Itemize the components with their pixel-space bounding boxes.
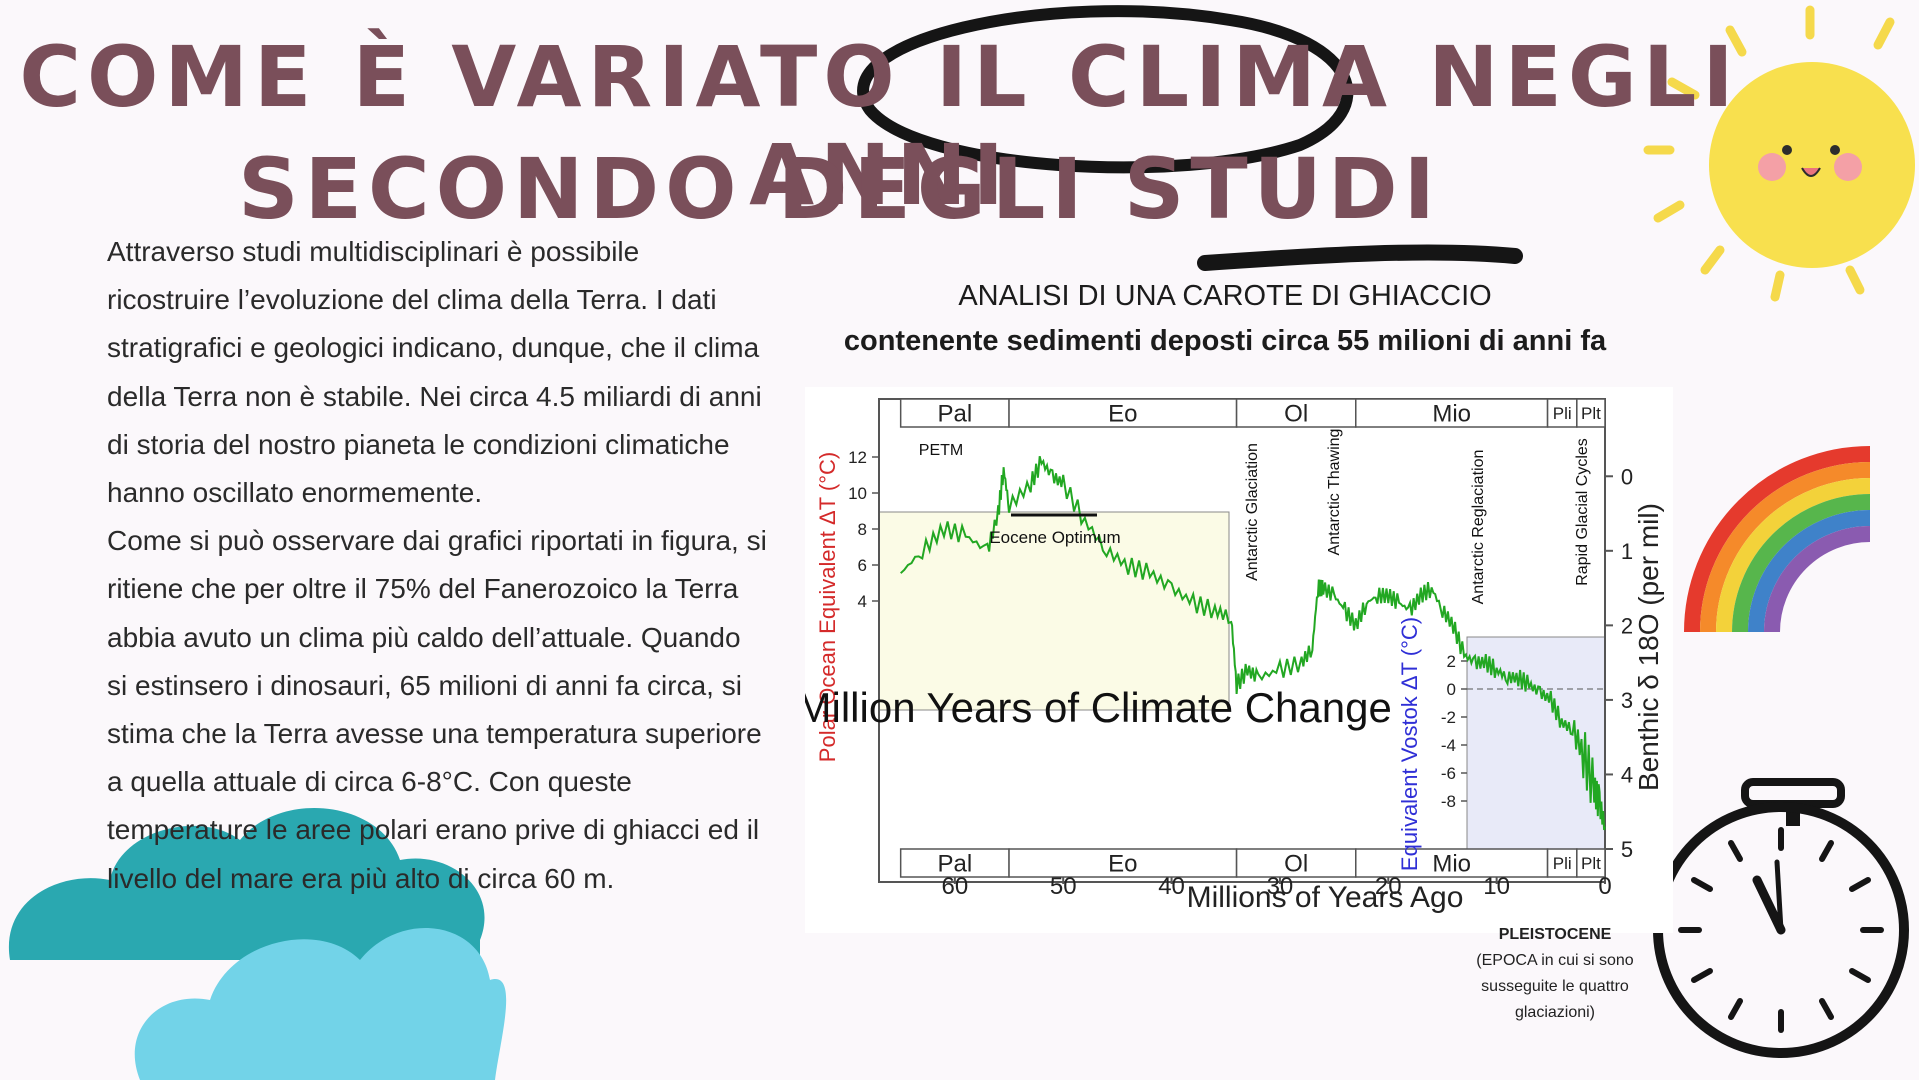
paragraph-2: Come si può osservare dai grafici riport…	[107, 525, 767, 894]
series-layer	[900, 455, 1606, 831]
inset-tick-label-5: -8	[1441, 792, 1456, 811]
annotation-petm: PETM	[919, 442, 963, 459]
epoch-cell-top-1	[1008, 398, 1238, 428]
inset-tick-label-2: -2	[1441, 708, 1456, 727]
epoch-label-bottom-5: Plt	[1581, 854, 1601, 873]
epoch-cell-top-5	[1576, 398, 1606, 428]
clouds-icon	[8, 807, 507, 1080]
body-text: Attraverso studi multidisciplinari è pos…	[107, 228, 767, 903]
series-line-0	[900, 455, 1606, 831]
caption-title: PLEISTOCENE	[1498, 926, 1612, 943]
page-title-line-1: Come è variato il clima negli anni	[19, 28, 1740, 224]
chart-heading-subtitle: contenente sedimenti deposti circa 55 mi…	[843, 325, 1607, 357]
stopwatch-icon	[1653, 778, 1909, 1058]
left-tick-label-4: 4	[858, 592, 867, 611]
epoch-label-top-4: Pli	[1553, 404, 1572, 423]
epoch-label-top-3: Mio	[1432, 400, 1471, 427]
inset-tick-label-3: -4	[1441, 736, 1456, 755]
annotation-antarctic-thawing: Antarctic Thawing	[1326, 429, 1343, 556]
pleistocene-caption: PLEISTOCENE (EPOCA in cui si sono susseg…	[1455, 922, 1655, 1026]
x-tick-label-3: 30	[1267, 873, 1294, 900]
epoch-label-bottom-4: Pli	[1553, 854, 1572, 873]
right-tick-label-4: 4	[1621, 762, 1633, 787]
epoch-label-top-0: Pal	[938, 400, 973, 427]
bottom-epoch-bar: Pal Eo Ol Mio Pli Plt	[899, 848, 1606, 878]
eocene-inset-panel	[878, 511, 1230, 711]
paragraph-1: Attraverso studi multidisciplinari è pos…	[107, 236, 762, 509]
right-axis-label: Benthic δ 18O (per mil)	[1633, 503, 1664, 791]
epoch-cell-top-2	[1235, 398, 1357, 428]
x-tick-label-4: 20	[1375, 873, 1402, 900]
annotation-eocene-optimum: Eocene Optimum	[989, 528, 1120, 547]
annotation-rapid-glacial-cycles: Rapid Glacial Cycles	[1574, 438, 1591, 586]
x-tick-label-2: 40	[1158, 873, 1185, 900]
inset-tick-label-1: 0	[1447, 680, 1456, 699]
x-tick-label-1: 50	[1050, 873, 1077, 900]
inset-axis-ticks: 2 0 -2 -4 -6 -8	[1441, 652, 1467, 811]
epoch-label-bottom-0: Pal	[938, 850, 973, 877]
rainbow-icon	[1684, 446, 1871, 633]
x-axis-ticks: 60 50 40 30 20 10 0	[941, 873, 1611, 900]
epoch-label-top-2: Ol	[1284, 400, 1308, 427]
x-tick-label-6: 0	[1598, 873, 1611, 900]
inset-tick-label-4: -6	[1441, 764, 1456, 783]
caption-text: (EPOCA in cui si sono susseguite le quat…	[1476, 952, 1634, 1021]
page-title-line-2: secondo degli studi	[238, 140, 1441, 238]
right-tick-label-5: 5	[1621, 837, 1633, 862]
chart-heading-title: ANALISI DI UNA CAROTE DI GHIACCIO	[958, 280, 1492, 312]
epoch-cell-bottom-1	[1008, 848, 1238, 878]
epoch-label-top-5: Plt	[1581, 404, 1601, 423]
left-axis-label: Polar Ocean Equivalent ΔT (°C)	[815, 452, 840, 762]
epoch-label-top-1: Eo	[1108, 400, 1137, 427]
right-axis-ticks: 0 1 2 3 4 5	[1605, 464, 1633, 862]
inset-tick-label-0: 2	[1447, 652, 1456, 671]
epoch-cell-bottom-5	[1576, 848, 1606, 878]
left-axis-ticks: 12 10 8 6 4	[848, 448, 879, 611]
right-tick-label-2: 2	[1621, 613, 1633, 638]
top-epoch-bar: Pal Eo Ol Mio Pli Plt	[899, 398, 1606, 428]
left-tick-label-3: 6	[858, 556, 867, 575]
right-tick-label-1: 1	[1621, 539, 1633, 564]
epoch-label-bottom-1: Eo	[1108, 850, 1137, 877]
epoch-label-bottom-3: Mio	[1432, 850, 1471, 877]
epoch-cell-top-0	[899, 398, 1010, 428]
left-tick-label-1: 10	[848, 484, 867, 503]
epoch-cell-top-3	[1355, 398, 1549, 428]
chart-title: 65 Million Years of Climate Change	[805, 684, 1392, 731]
left-tick-label-2: 8	[858, 520, 867, 539]
x-axis-label: Millions of Years Ago	[1187, 881, 1464, 914]
marker-circle-icon	[857, 5, 1523, 271]
right-tick-label-0: 0	[1621, 464, 1633, 489]
right-tick-label-3: 3	[1621, 688, 1633, 713]
epoch-label-bottom-2: Ol	[1284, 850, 1308, 877]
climate-chart: Pal Eo Ol Mio Pli Plt Pal Eo Ol Mio Pli Plt 60 50 40…	[805, 387, 1673, 933]
x-tick-label-5: 10	[1483, 873, 1510, 900]
sun-icon	[1643, 5, 1915, 302]
left-tick-label-0: 12	[848, 448, 867, 467]
annotation-antarctic-glaciation: Antarctic Glaciation	[1244, 443, 1261, 581]
inset-axis-label: Equivalent Vostok ΔT (°C)	[1397, 617, 1422, 871]
x-tick-label-0: 60	[941, 873, 968, 900]
annotation-antarctic-reglaciation: Antarctic Reglaciation	[1470, 450, 1487, 605]
